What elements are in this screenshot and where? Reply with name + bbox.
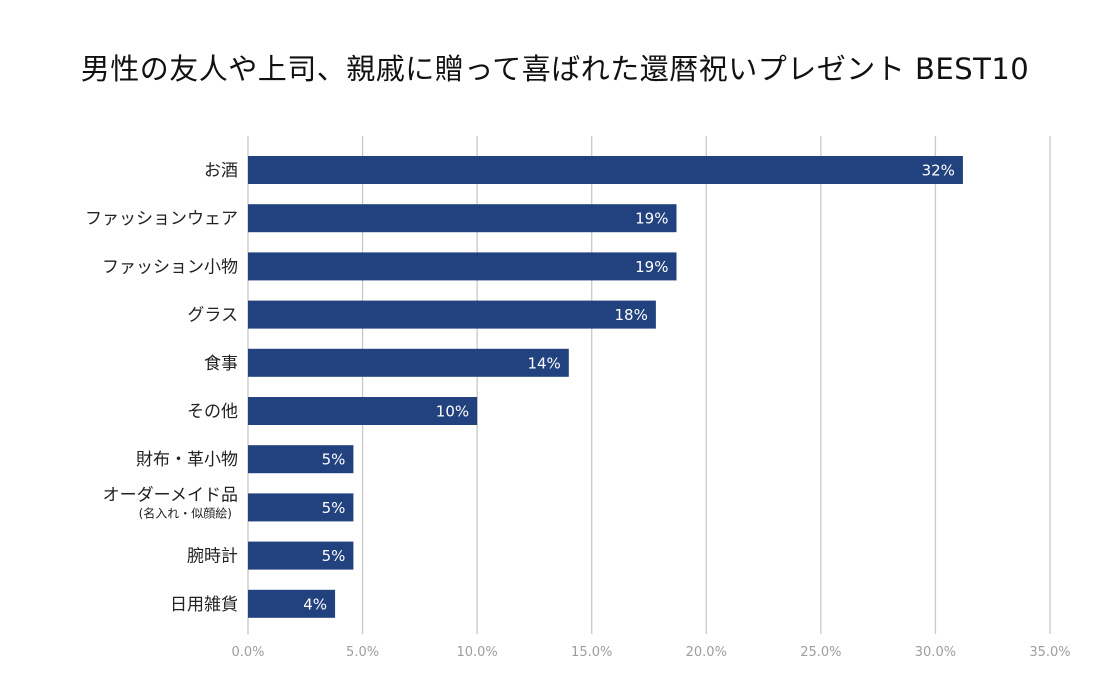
category-sublabel: (名入れ・似顔絵): [139, 505, 232, 520]
bars: 32% 19% 19% 18% 14% 10% 5% 5% 5% 4%: [248, 156, 963, 618]
category-label: その他: [187, 402, 238, 422]
category-label: ファッションウェア: [85, 209, 238, 229]
bar-data-label: 14%: [527, 354, 560, 372]
x-tick-label: 30.0%: [915, 645, 956, 660]
category-label: グラス: [187, 306, 238, 326]
bar-data-label: 19%: [635, 258, 668, 276]
category-label: 日用雑貨: [170, 595, 238, 615]
bar-data-label: 5%: [322, 451, 346, 469]
bar-data-label: 18%: [615, 306, 648, 324]
bar-data-label: 10%: [436, 403, 469, 421]
bar-data-label: 32%: [922, 162, 955, 180]
bar-data-label: 4%: [303, 595, 327, 613]
bar: [248, 300, 656, 329]
category-labels: お酒ファッションウェアファッション小物グラス食事その他財布・革小物オーダーメイド…: [85, 161, 238, 615]
x-tick-label: 5.0%: [346, 645, 379, 660]
x-tick-label: 25.0%: [800, 645, 841, 660]
category-label: オーダーメイド品: [103, 485, 238, 505]
bar-data-label: 5%: [322, 499, 346, 517]
bar: [248, 156, 963, 184]
category-label: 腕時計: [187, 547, 238, 567]
bar: [248, 204, 677, 233]
bar: [248, 445, 354, 474]
x-tick-label: 10.0%: [456, 645, 497, 660]
bar: [248, 493, 354, 522]
category-label: お酒: [204, 161, 238, 181]
bar: [248, 252, 677, 281]
bar: [248, 589, 336, 618]
bar: [248, 348, 569, 377]
bar: [248, 541, 354, 570]
x-tick-label: 0.0%: [231, 645, 264, 660]
x-tick-label: 15.0%: [571, 645, 612, 660]
bar-data-label: 19%: [635, 210, 668, 228]
x-tick-label: 20.0%: [686, 645, 727, 660]
bar-data-label: 5%: [322, 547, 346, 565]
category-label: ファッション小物: [102, 257, 238, 277]
x-tick-label: 35.0%: [1029, 645, 1070, 660]
category-label: 財布・革小物: [136, 450, 238, 470]
category-label: 食事: [204, 354, 238, 374]
x-axis-ticks: 0.0% 5.0% 10.0% 15.0% 20.0% 25.0% 30.0% 35.0%: [231, 645, 1070, 660]
bar: [248, 397, 478, 425]
chart-title: 男性の友人や上司、親戚に贈って喜ばれた還暦祝いプレゼント BEST10: [80, 52, 1030, 86]
